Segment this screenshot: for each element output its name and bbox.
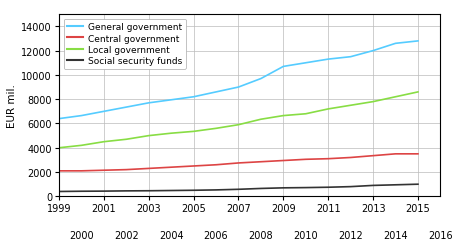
- Y-axis label: EUR mil.: EUR mil.: [7, 84, 17, 128]
- Legend: General government, Central government, Local government, Social security funds: General government, Central government, …: [64, 20, 186, 69]
